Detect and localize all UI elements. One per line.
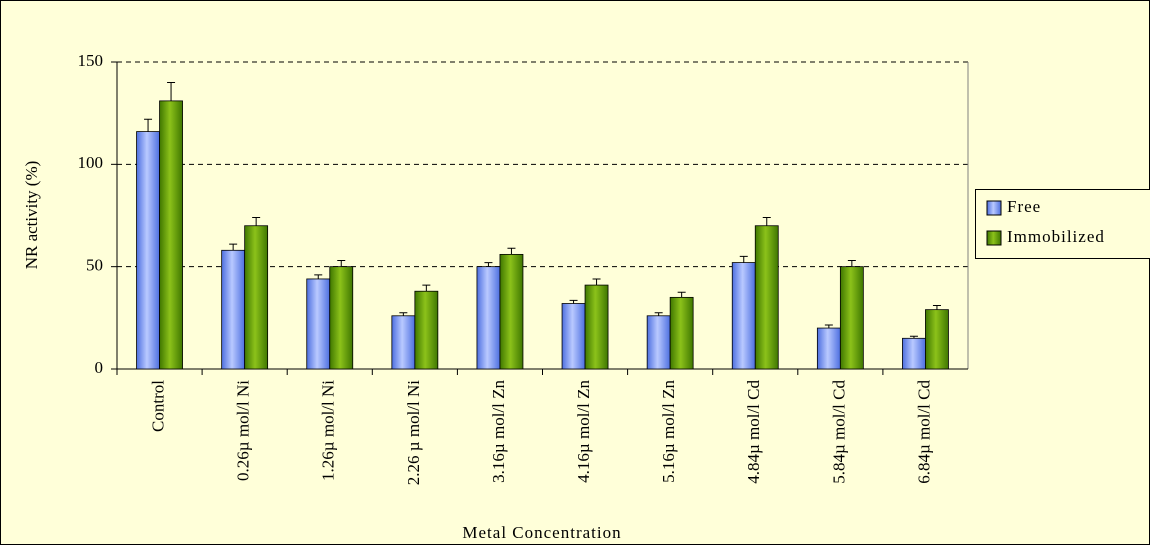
bar xyxy=(584,284,609,370)
bar xyxy=(244,225,269,370)
error-bar xyxy=(229,243,238,251)
x-axis-title: Metal Concentration xyxy=(462,523,621,542)
bar xyxy=(669,296,694,370)
x-tick-label: 4.84µ mol/l Cd xyxy=(744,380,763,484)
error-bar xyxy=(422,284,431,292)
error-bar xyxy=(847,260,856,267)
legend-swatch xyxy=(986,230,1002,246)
x-tick-label: 5.84µ mol/l Cd xyxy=(829,380,848,484)
x-tick-label: 4.16µ mol/l Zn xyxy=(574,380,593,483)
legend-swatch xyxy=(986,200,1002,216)
x-tick-label: 6.84µ mol/l Cd xyxy=(914,380,933,484)
legend xyxy=(975,189,1150,259)
error-bar xyxy=(484,262,493,267)
bar xyxy=(136,131,160,370)
error-bar xyxy=(399,312,408,316)
y-tick-label: 50 xyxy=(86,256,103,275)
bar xyxy=(414,290,439,370)
error-bar xyxy=(677,291,686,298)
bar xyxy=(159,100,183,370)
bar xyxy=(391,315,416,370)
error-bar xyxy=(762,217,771,226)
x-tick-label: 0.26µ mol/l Ni xyxy=(234,380,253,481)
error-bar xyxy=(739,255,748,263)
bar xyxy=(925,309,949,370)
error-bar xyxy=(337,260,346,267)
error-bar xyxy=(654,312,663,316)
bar xyxy=(902,337,926,370)
bar xyxy=(329,266,354,370)
y-tick-label: 100 xyxy=(78,153,104,172)
error-bar xyxy=(569,299,578,304)
error-bar xyxy=(314,274,323,279)
x-tick-label: Control xyxy=(148,380,167,432)
legend-label: Free xyxy=(1007,197,1041,216)
y-axis-title: NR activity (%) xyxy=(22,161,41,270)
bar xyxy=(306,278,331,370)
error-bar xyxy=(167,81,176,101)
legend-label: Immobilized xyxy=(1007,227,1105,246)
bar xyxy=(646,315,671,370)
error-bar xyxy=(252,217,261,226)
error-bar xyxy=(824,324,833,329)
error-bar xyxy=(144,118,153,132)
bar xyxy=(754,225,779,370)
bar xyxy=(221,249,246,370)
bar xyxy=(816,327,841,370)
error-bar xyxy=(592,278,601,286)
error-bar xyxy=(932,305,941,310)
bar xyxy=(839,266,864,370)
error-bar xyxy=(909,335,918,339)
bar xyxy=(476,266,501,370)
bar xyxy=(731,262,756,370)
error-bar xyxy=(507,247,516,255)
x-tick-label: 3.16µ mol/l Zn xyxy=(489,380,508,483)
x-tick-label: 2.26 µ mol/l Ni xyxy=(404,380,423,485)
bar xyxy=(561,303,586,370)
x-tick-label: 5.16µ mol/l Zn xyxy=(659,380,678,483)
bar xyxy=(499,253,524,370)
y-tick-label: 150 xyxy=(78,51,104,70)
x-tick-label: 1.26µ mol/l Ni xyxy=(319,380,338,481)
y-tick-label: 0 xyxy=(95,358,104,377)
